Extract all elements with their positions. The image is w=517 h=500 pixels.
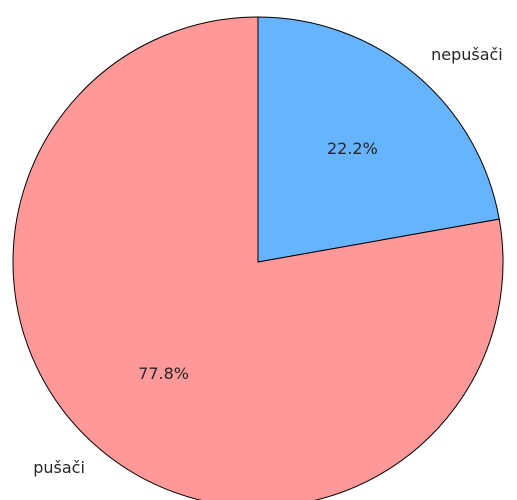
value-label: 22.2%	[327, 139, 378, 158]
slice-label: pušači	[33, 458, 85, 477]
slice-label: nepušači	[431, 45, 503, 64]
pie-slice	[12, 16, 504, 500]
value-label: 77.8%	[138, 364, 189, 383]
pie-slice	[257, 16, 500, 263]
